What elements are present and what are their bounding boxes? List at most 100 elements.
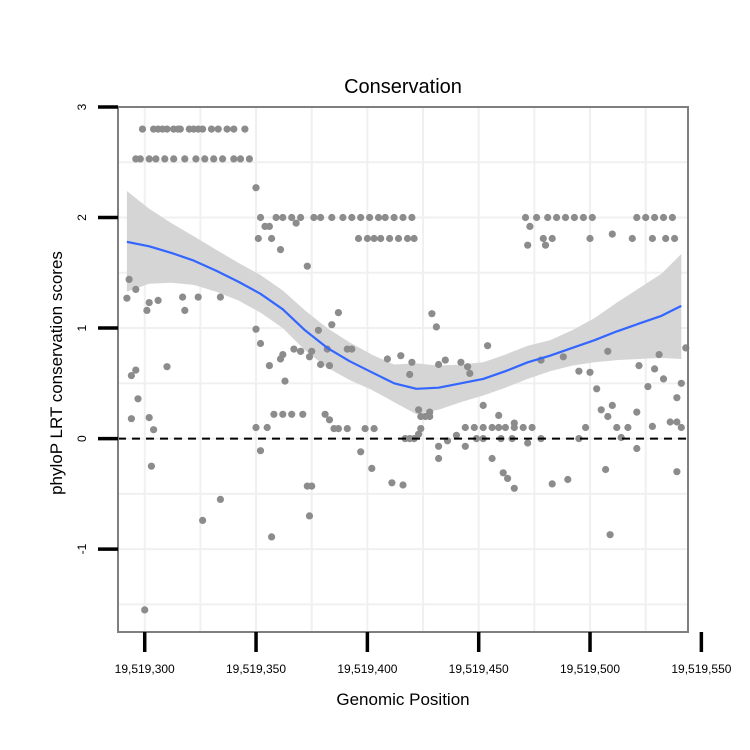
data-point — [579, 213, 588, 222]
data-point — [588, 213, 596, 222]
data-point — [357, 213, 365, 222]
data-point — [388, 479, 396, 487]
data-point — [677, 423, 685, 432]
data-point — [181, 155, 189, 163]
data-point — [194, 293, 202, 301]
data-point — [254, 234, 262, 243]
data-point — [408, 358, 416, 366]
data-point — [299, 410, 307, 418]
data-point — [123, 294, 131, 302]
data-point — [668, 213, 677, 222]
data-point — [383, 355, 391, 363]
x-axis-label: Genomic Position — [336, 690, 469, 709]
data-point — [655, 351, 663, 359]
data-point — [361, 425, 369, 433]
data-point — [381, 213, 389, 222]
data-point — [613, 423, 621, 432]
data-point — [310, 213, 318, 222]
data-point — [230, 125, 238, 133]
x-tick-label: 19,519,450 — [449, 662, 509, 676]
chart-title: Conservation — [344, 76, 462, 98]
data-point — [582, 423, 590, 432]
data-point — [145, 299, 153, 307]
confidence-ribbon-layer — [126, 191, 682, 415]
data-point — [548, 234, 556, 243]
data-point — [575, 367, 583, 375]
data-point — [181, 306, 189, 314]
data-point — [642, 213, 650, 222]
data-point — [325, 416, 334, 424]
data-point — [662, 234, 670, 243]
y-tick-label: 0 — [75, 435, 89, 442]
data-point — [374, 213, 383, 222]
data-point — [526, 222, 534, 230]
data-point — [435, 442, 443, 450]
data-point — [270, 410, 278, 418]
data-point — [377, 234, 385, 243]
data-point — [644, 383, 652, 391]
x-tick-label: 19,519,350 — [226, 662, 286, 676]
data-point — [370, 234, 378, 243]
confidence-ribbon — [126, 191, 682, 415]
data-point — [432, 323, 440, 331]
y-axis-label: phyloP LRT conservation scores — [47, 251, 66, 495]
data-point — [435, 360, 443, 369]
x-tick-label: 19,519,400 — [337, 662, 397, 676]
y-axis: -1 0 1 2 3 — [75, 103, 118, 554]
data-point — [236, 155, 245, 163]
data-point — [479, 401, 487, 409]
data-point — [288, 410, 296, 418]
x-axis: 19,519,300 19,519,350 19,519,400 19,519,450… — [115, 632, 732, 676]
data-point — [216, 495, 224, 503]
data-point — [201, 155, 209, 163]
data-point — [528, 423, 536, 432]
data-point — [328, 213, 336, 222]
data-point — [415, 406, 423, 414]
data-point — [152, 155, 160, 163]
data-point — [256, 447, 265, 455]
data-point — [125, 275, 133, 283]
data-point — [348, 345, 356, 353]
data-point — [461, 423, 469, 432]
y-tick-label: 1 — [75, 324, 89, 331]
data-point — [510, 484, 518, 492]
smooth-line-layer — [126, 240, 682, 390]
data-point — [334, 309, 342, 317]
data-point — [272, 213, 280, 222]
data-point — [410, 234, 418, 243]
data-point — [279, 213, 287, 222]
data-point — [575, 435, 583, 443]
data-point — [161, 155, 169, 163]
data-point — [268, 533, 276, 541]
data-point — [354, 234, 363, 243]
data-point — [207, 125, 216, 133]
data-point — [163, 125, 171, 133]
data-point — [484, 342, 492, 350]
data-point — [290, 345, 298, 353]
data-point — [252, 325, 260, 333]
data-point — [570, 213, 579, 222]
data-point — [472, 435, 481, 443]
data-point — [276, 355, 285, 363]
data-point — [464, 363, 472, 371]
data-point — [314, 326, 322, 334]
data-point — [673, 394, 681, 402]
data-point — [265, 222, 273, 230]
data-point — [170, 155, 178, 163]
data-point — [501, 423, 509, 432]
data-point — [141, 606, 149, 614]
data-point — [586, 234, 594, 243]
data-point — [659, 213, 668, 222]
x-tick-label: 19,519,500 — [560, 662, 620, 676]
data-point — [136, 155, 144, 163]
data-point — [127, 415, 135, 423]
data-point — [145, 414, 153, 422]
data-point — [276, 246, 285, 254]
data-point — [343, 425, 351, 433]
data-point — [633, 444, 641, 453]
data-point — [561, 213, 570, 222]
data-point — [651, 213, 659, 222]
data-point — [150, 426, 158, 434]
data-point — [470, 423, 478, 432]
data-point — [216, 293, 224, 301]
